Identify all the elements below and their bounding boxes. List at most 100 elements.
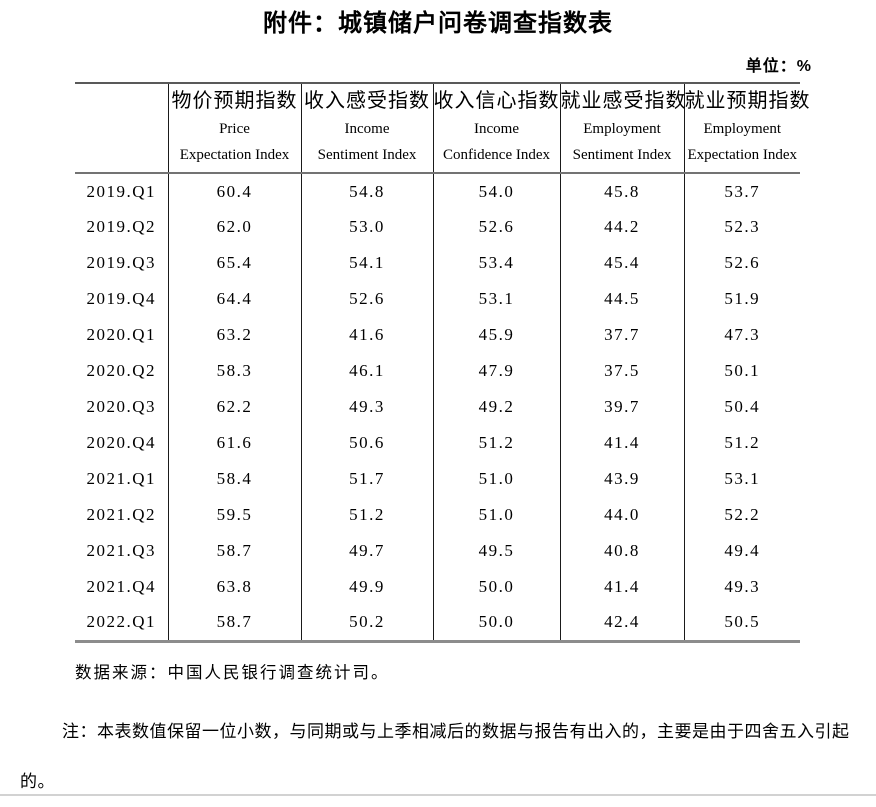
period-cell: 2020.Q4 (86, 433, 157, 452)
value-cell: 54.8 (300, 173, 433, 209)
data-source-text: 数据来源：中国人民银行调查统计司。 (75, 662, 390, 682)
value-cell: 60.4 (167, 173, 301, 209)
value-cell: 37.5 (559, 353, 684, 389)
value-cell: 52.3 (683, 209, 800, 245)
table-row: 2021.Q2 59.5 51.2 51.0 44.0 52.2 (75, 497, 800, 533)
column-header-income-sentiment: 收入感受指数 Income Sentiment Index (300, 83, 433, 174)
value-cell: 44.5 (559, 281, 684, 317)
value-cell: 45.9 (432, 317, 560, 353)
value-cell: 50.6 (300, 425, 433, 461)
value-cell: 58.7 (167, 605, 301, 643)
value-cell: 49.2 (432, 389, 560, 425)
period-cell: 2021.Q2 (86, 505, 157, 524)
value-cell: 53.1 (683, 461, 800, 497)
column-header-en-line2: Sentiment Index (572, 147, 672, 163)
value-cell: 41.6 (300, 317, 433, 353)
value-cell: 61.6 (167, 425, 301, 461)
value-cell: 58.7 (167, 533, 301, 569)
value-cell: 50.5 (683, 605, 800, 643)
value-cell: 58.3 (167, 353, 301, 389)
period-cell: 2019.Q2 (86, 217, 157, 236)
value-cell: 49.7 (300, 533, 433, 569)
column-header-employment-expectation: 就业预期指数 Employment Expectation Index (683, 83, 811, 174)
period-cell: 2020.Q2 (86, 361, 157, 380)
value-cell: 52.6 (683, 245, 800, 281)
value-cell: 40.8 (559, 533, 684, 569)
column-header-en-line1: Price (219, 121, 250, 137)
value-cell: 63.2 (167, 317, 301, 353)
value-cell: 50.4 (683, 389, 800, 425)
value-cell: 54.1 (300, 245, 433, 281)
value-cell: 51.7 (300, 461, 433, 497)
table-row: 2020.Q2 58.3 46.1 47.9 37.5 50.1 (75, 353, 800, 389)
page-title: 附件：城镇储户问卷调查指数表 (263, 10, 613, 37)
table-row: 2021.Q3 58.7 49.7 49.5 40.8 49.4 (75, 533, 800, 569)
value-cell: 41.4 (559, 569, 684, 605)
period-cell: 2020.Q1 (86, 325, 157, 344)
value-cell: 49.9 (300, 569, 433, 605)
period-cell: 2019.Q3 (86, 253, 157, 272)
column-header-income-confidence: 收入信心指数 Income Confidence Index (432, 83, 560, 174)
column-header-employment-sentiment: 就业感受指数 Employment Sentiment Index (559, 83, 687, 174)
value-cell: 49.4 (683, 533, 800, 569)
value-cell: 53.7 (683, 173, 800, 209)
value-cell: 49.3 (300, 389, 433, 425)
value-cell: 64.4 (167, 281, 301, 317)
column-header-en-line1: Income (474, 121, 519, 137)
table-body: 2019.Q1 60.4 54.8 54.0 45.8 53.7 2019.Q2 62.0 53… (75, 173, 800, 643)
table-row: 2019.Q3 65.4 54.1 53.4 45.4 52.6 (75, 245, 800, 281)
column-header-zh: 收入信心指数 (433, 90, 560, 112)
value-cell: 47.3 (683, 317, 800, 353)
column-header-zh: 就业感受指数 (560, 90, 687, 112)
value-cell: 51.2 (683, 425, 800, 461)
table-row: 2020.Q4 61.6 50.6 51.2 41.4 51.2 (75, 425, 800, 461)
period-cell: 2021.Q4 (86, 577, 157, 596)
value-cell: 65.4 (167, 245, 301, 281)
column-header-en-line2: Sentiment Index (317, 147, 417, 163)
period-cell: 2019.Q1 (86, 181, 157, 201)
value-cell: 53.1 (432, 281, 560, 317)
column-header-zh: 就业预期指数 (684, 90, 811, 112)
column-header-en-line2: Expectation Index (179, 147, 290, 163)
value-cell: 44.2 (559, 209, 684, 245)
period-cell: 2021.Q3 (86, 541, 157, 560)
value-cell: 63.8 (167, 569, 301, 605)
value-cell: 52.2 (683, 497, 800, 533)
column-header-en-line1: Employment (703, 121, 782, 137)
value-cell: 62.0 (167, 209, 301, 245)
value-cell: 51.0 (432, 461, 560, 497)
table-row: 2019.Q1 60.4 54.8 54.0 45.8 53.7 (75, 173, 800, 209)
table-row: 2019.Q4 64.4 52.6 53.1 44.5 51.9 (75, 281, 800, 317)
value-cell: 54.0 (432, 173, 560, 209)
page-bottom-divider (0, 794, 876, 796)
value-cell: 45.8 (559, 173, 684, 209)
value-cell: 52.6 (432, 209, 560, 245)
value-cell: 50.0 (432, 605, 560, 643)
value-cell: 45.4 (559, 245, 684, 281)
period-cell: 2019.Q4 (86, 289, 157, 308)
column-header-zh: 收入感受指数 (304, 90, 430, 112)
value-cell: 43.9 (559, 461, 684, 497)
column-header-en-line2: Confidence Index (442, 147, 551, 163)
table-row: 2020.Q3 62.2 49.3 49.2 39.7 50.4 (75, 389, 800, 425)
column-header-blank (75, 83, 168, 174)
value-cell: 41.4 (559, 425, 684, 461)
value-cell: 50.0 (432, 569, 560, 605)
table-row: 2022.Q1 58.7 50.2 50.0 42.4 50.5 (75, 605, 800, 643)
column-header-price-expectation: 物价预期指数 Price Expectation Index (167, 83, 301, 174)
table-row: 2019.Q2 62.0 53.0 52.6 44.2 52.3 (75, 209, 800, 245)
value-cell: 47.9 (432, 353, 560, 389)
value-cell: 58.4 (167, 461, 301, 497)
value-cell: 62.2 (167, 389, 301, 425)
column-header-en-line1: Employment (583, 121, 661, 137)
value-cell: 49.3 (683, 569, 800, 605)
value-cell: 44.0 (559, 497, 684, 533)
value-cell: 53.4 (432, 245, 560, 281)
period-cell: 2021.Q1 (86, 469, 157, 488)
column-header-en-line2: Expectation Index (687, 147, 798, 163)
value-cell: 51.2 (432, 425, 560, 461)
note-text: 注：本表数值保留一位小数，与同期或与上季相减后的数据与报告有出入的，主要是由于四… (20, 721, 850, 791)
value-cell: 59.5 (167, 497, 301, 533)
table-row: 2021.Q1 58.4 51.7 51.0 43.9 53.1 (75, 461, 800, 497)
table-section: 单位：% 物价预期指数 Price Expectation Index 收入感受… (75, 52, 811, 643)
